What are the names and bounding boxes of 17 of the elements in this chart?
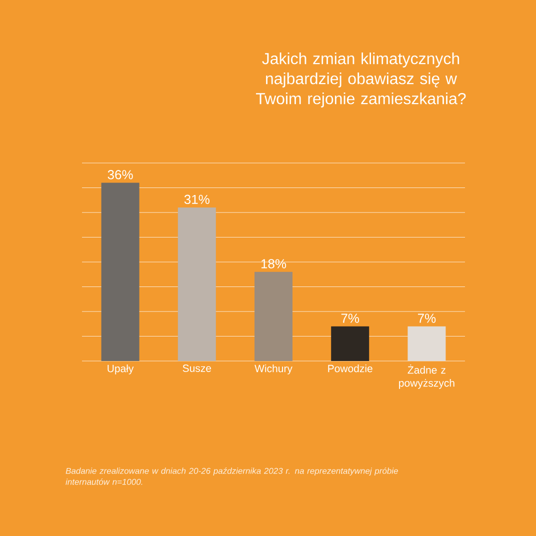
bar	[254, 272, 292, 361]
bar	[178, 208, 216, 361]
x-tick-label: Powodzie	[328, 364, 372, 372]
data-label: 36%	[108, 170, 133, 180]
bar	[408, 326, 446, 361]
x-tick-label: Żadne z powyższych	[399, 364, 454, 389]
x-tick-label: Upały	[108, 364, 134, 374]
text: Badanie zrealizowane w dniach 20-26 października 2023 r. na reprezentatywnej próbie internautów n=1000.	[66, 468, 398, 485]
bar	[101, 182, 140, 361]
bar	[331, 326, 370, 361]
data-label: 7%	[418, 314, 436, 323]
chart-title: Jakich zmian klimatycznych najbardziej obawiasz się w Twoim rejonie zamieszkania?	[256, 52, 466, 108]
x-tick-label: Susze	[182, 364, 212, 372]
data-label: 31%	[184, 194, 210, 204]
data-label: 18%	[261, 259, 286, 268]
x-tick-label: Wichury	[254, 364, 292, 374]
data-label: 7%	[341, 314, 360, 323]
